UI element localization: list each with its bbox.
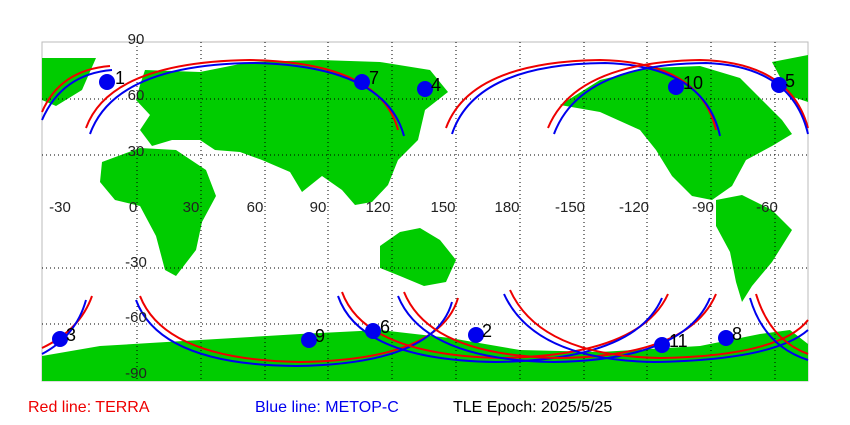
satellite-marker (52, 331, 68, 347)
satellite-label: 11 (669, 331, 688, 351)
metop-track (89, 61, 405, 137)
lon-label: 120 (365, 199, 390, 216)
australia (380, 228, 456, 286)
metop-track (749, 297, 809, 361)
africa (100, 148, 216, 276)
metop-track (553, 61, 809, 135)
lon-label: 0 (129, 199, 137, 216)
satellite-marker (417, 81, 433, 97)
satellite-marker (301, 332, 317, 348)
satellite-label: 8 (732, 324, 742, 344)
lat-label: -30 (125, 254, 147, 271)
satellite-marker (468, 327, 484, 343)
lat-label: 90 (128, 31, 145, 48)
legend-blue: Blue line: METOP-C (255, 399, 399, 416)
metop-track (337, 295, 663, 364)
satellite-label: 9 (315, 326, 325, 346)
satellite-label: 3 (66, 325, 76, 345)
satellite-marker (668, 79, 684, 95)
lon-label: -90 (692, 199, 714, 216)
lon-label: -120 (619, 199, 649, 216)
legend-red: Red line: TERRA (28, 399, 150, 416)
satellite-marker (99, 74, 115, 90)
landmasses (42, 55, 808, 381)
satellite-label: 4 (431, 75, 441, 95)
satellite-marker (771, 77, 787, 93)
lon-label: 180 (494, 199, 519, 216)
terra-track (41, 65, 111, 113)
satellite-marker (354, 74, 370, 90)
terra-track (755, 293, 809, 355)
satellite-label: 1 (115, 68, 125, 88)
south-america (716, 195, 792, 302)
legend-epoch: TLE Epoch: 2025/5/25 (453, 399, 612, 416)
orbit-tracks (41, 58, 809, 368)
eurasia (136, 60, 448, 205)
lat-label: -60 (125, 309, 147, 326)
satellite-label: 6 (380, 317, 390, 337)
lon-label: -30 (49, 199, 71, 216)
lon-label: 150 (430, 199, 455, 216)
metop-track (503, 293, 809, 364)
metop-track (451, 61, 721, 137)
lon-label: 30 (183, 199, 200, 216)
greenland-west (42, 58, 96, 106)
lon-label: 60 (247, 199, 264, 216)
satellite-label: 5 (785, 71, 795, 91)
satellite-marker (365, 323, 381, 339)
satellite-marker (654, 337, 670, 353)
grid (42, 42, 808, 381)
satellite-label: 7 (369, 68, 379, 88)
lon-label: 90 (310, 199, 327, 216)
lat-label: 30 (128, 143, 145, 160)
legend: Red line: TERRA Blue line: METOP-C TLE E… (28, 399, 612, 416)
metop-track (397, 295, 711, 364)
metop-track (41, 299, 87, 355)
satellite-label: 2 (482, 321, 492, 341)
greenland-east (772, 55, 808, 102)
terra-track (547, 58, 809, 129)
terra-track (509, 289, 809, 360)
lon-label: -150 (555, 199, 585, 216)
latitude-labels: 90 60 30 -30 -60 -90 (125, 31, 147, 382)
satellite-positions: 1 7 4 10 5 3 9 6 2 11 8 (52, 68, 795, 353)
longitude-labels: -30 0 30 60 90 120 150 180 -150 -120 -90… (49, 199, 778, 216)
satellite-label: 10 (683, 73, 703, 93)
lat-label: -90 (125, 365, 147, 382)
satellite-marker (718, 330, 734, 346)
lon-label: -60 (756, 199, 778, 216)
metop-track (41, 69, 113, 121)
lat-label: 60 (128, 87, 145, 104)
